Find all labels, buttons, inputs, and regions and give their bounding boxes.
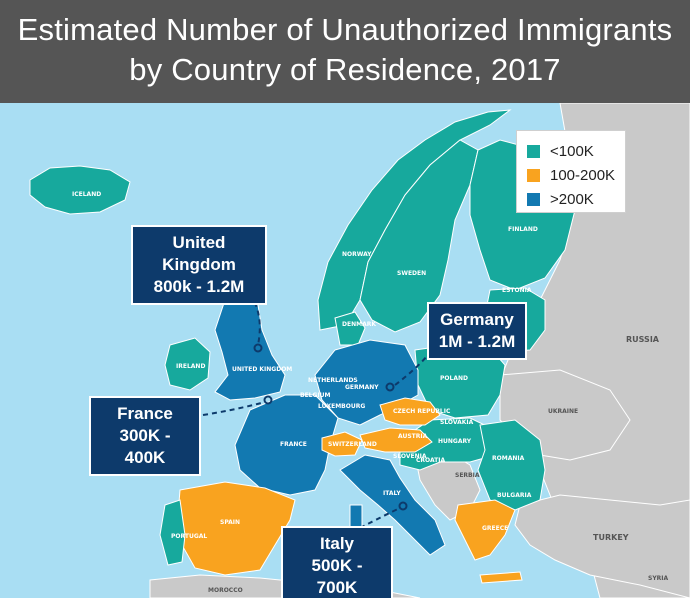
- label-croatia: CROATIA: [416, 457, 445, 464]
- label-turkey: TURKEY: [593, 533, 629, 542]
- legend-swatch-mid: [527, 168, 540, 182]
- portugal-shape: [159, 499, 186, 566]
- callout-france-range: 300K - 400K: [119, 426, 171, 467]
- label-ukraine: UKRAINE: [548, 408, 578, 415]
- label-austria: AUSTRIA: [398, 433, 428, 440]
- label-portugal: PORTUGAL: [171, 533, 207, 540]
- label-sweden: SWEDEN: [397, 270, 426, 277]
- label-ireland: IRELAND: [176, 363, 205, 370]
- germany-leader-line: [394, 354, 429, 386]
- legend: <100K 100-200K >200K: [516, 130, 626, 213]
- uk-pin: [253, 343, 263, 353]
- uk-shape: [214, 289, 286, 401]
- label-czech: CZECH REPUBLIC: [393, 408, 451, 415]
- label-denmark: DENMARK: [342, 321, 376, 328]
- label-slovenia: SLOVENIA: [393, 453, 427, 460]
- label-switzerland: SWITZERLAND: [328, 441, 377, 448]
- label-greece: GREECE: [482, 525, 508, 532]
- label-spain: SPAIN: [220, 519, 240, 526]
- label-belgium: BELGIUM: [300, 392, 331, 399]
- italy-shape: [339, 454, 446, 556]
- callout-italy-name: Italy: [319, 534, 355, 553]
- callout-germany: Germany 1M - 1.2M: [427, 302, 527, 360]
- callout-uk: United Kingdom 800k - 1.2M: [131, 225, 267, 305]
- label-germany: GERMANY: [345, 384, 379, 391]
- callout-germany-range: 1M - 1.2M: [438, 332, 516, 351]
- label-france: FRANCE: [280, 441, 307, 448]
- legend-label-high: >200K: [550, 190, 594, 208]
- label-serbia: SERBIA: [455, 472, 480, 479]
- france-pin: [263, 395, 273, 405]
- label-bulgaria: BULGARIA: [497, 492, 532, 499]
- italy-leader-line: [359, 507, 401, 529]
- callout-uk-range: 800k - 1.2M: [153, 277, 245, 296]
- callout-germany-name: Germany: [440, 310, 514, 329]
- label-iceland: ICELAND: [72, 191, 101, 198]
- czech-shape: [379, 397, 441, 426]
- label-norway: NORWAY: [342, 251, 372, 258]
- label-hungary: HUNGARY: [438, 438, 472, 445]
- callout-france: France 300K - 400K: [89, 396, 201, 476]
- france-shape: [234, 394, 339, 496]
- title-bar: Estimated Number of Unauthorized Immigra…: [0, 0, 690, 103]
- label-poland: POLAND: [440, 375, 468, 382]
- label-estonia: ESTONIA: [502, 287, 532, 294]
- legend-swatch-high: [527, 192, 540, 206]
- switzerland-shape: [321, 431, 363, 457]
- ireland-shape: [164, 337, 211, 391]
- label-finland: FINLAND: [508, 226, 538, 233]
- label-uk: UNITED KINGDOM: [232, 366, 292, 373]
- turkey-region: [514, 494, 690, 598]
- germany-pin: [385, 382, 395, 392]
- legend-label-low: <100K: [550, 142, 594, 160]
- france-leader-line: [202, 401, 266, 416]
- label-slovakia: SLOVAKIA: [440, 419, 474, 426]
- legend-row-high: >200K: [527, 187, 625, 211]
- title-line-1: Estimated Number of Unauthorized Immigra…: [17, 12, 673, 47]
- label-russia: RUSSIA: [626, 335, 660, 344]
- legend-row-mid: 100-200K: [527, 163, 625, 187]
- label-italy: ITALY: [383, 490, 401, 497]
- italy-pin: [398, 501, 408, 511]
- label-morocco: MOROCCO: [208, 587, 243, 594]
- crete-shape: [479, 571, 523, 584]
- label-netherlands: NETHERLANDS: [308, 377, 358, 384]
- iceland-shape: [29, 165, 131, 215]
- denmark-shape: [334, 311, 366, 346]
- legend-row-low: <100K: [527, 139, 625, 163]
- title-line-2: by Country of Residence, 2017: [129, 52, 561, 87]
- greece-shape: [454, 499, 516, 561]
- label-luxembourg: LUXEMBOURG: [318, 403, 365, 410]
- austria-shape: [359, 427, 433, 453]
- label-syria: SYRIA: [648, 575, 669, 582]
- callout-uk-name: United Kingdom: [162, 233, 236, 274]
- callout-italy-range: 500K - 700K: [311, 556, 363, 597]
- callout-italy: Italy 500K - 700K: [281, 526, 393, 598]
- callout-france-name: France: [117, 404, 173, 423]
- romania-bulgaria-shape: [477, 419, 546, 511]
- legend-label-mid: 100-200K: [550, 166, 616, 184]
- legend-swatch-low: [527, 144, 540, 158]
- label-romania: ROMANIA: [492, 455, 525, 462]
